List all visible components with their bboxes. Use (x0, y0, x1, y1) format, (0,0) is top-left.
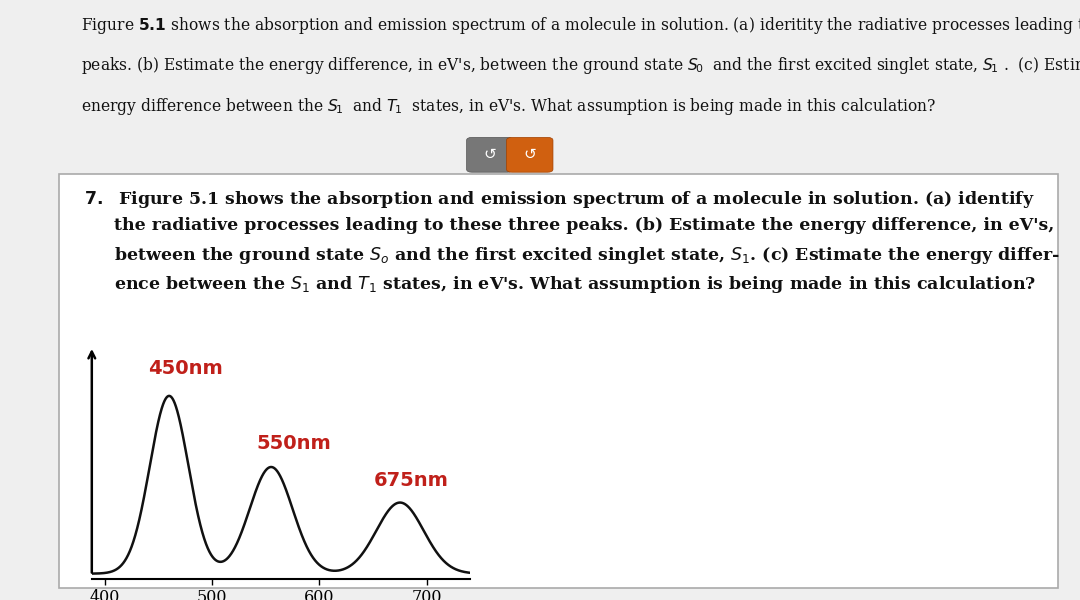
Text: 450nm: 450nm (148, 359, 222, 378)
FancyBboxPatch shape (507, 137, 553, 172)
FancyBboxPatch shape (467, 137, 513, 172)
Text: Figure $\mathbf{5.1}$ shows the absorption and emission spectrum of a molecule i: Figure $\mathbf{5.1}$ shows the absorpti… (81, 15, 1080, 36)
Text: ence between the $S_1$ and $T_1$ states, in eV's. What assumption is being made : ence between the $S_1$ and $T_1$ states,… (84, 274, 1037, 295)
Text: 550nm: 550nm (256, 434, 330, 453)
Text: ↺: ↺ (484, 147, 496, 162)
Text: 675nm: 675nm (375, 471, 449, 490)
Text: peaks. (b) Estimate the energy difference, in eV's, between the ground state $S_: peaks. (b) Estimate the energy differenc… (81, 55, 1080, 76)
Text: ↺: ↺ (524, 147, 536, 162)
Text: between the ground state $S_o$ and the first excited singlet state, $S_1$. (c) E: between the ground state $S_o$ and the f… (84, 245, 1059, 266)
FancyBboxPatch shape (59, 174, 1058, 588)
Text: the radiative processes leading to these three peaks. (b) Estimate the energy di: the radiative processes leading to these… (84, 217, 1054, 234)
Text: $\mathbf{7.}$  Figure 5.1 shows the absorption and emission spectrum of a molecu: $\mathbf{7.}$ Figure 5.1 shows the absor… (84, 189, 1035, 210)
Text: energy difference between the $S_{\!1}$  and $T_{\!1}$  states, in eV's. What as: energy difference between the $S_{\!1}$ … (81, 96, 936, 117)
